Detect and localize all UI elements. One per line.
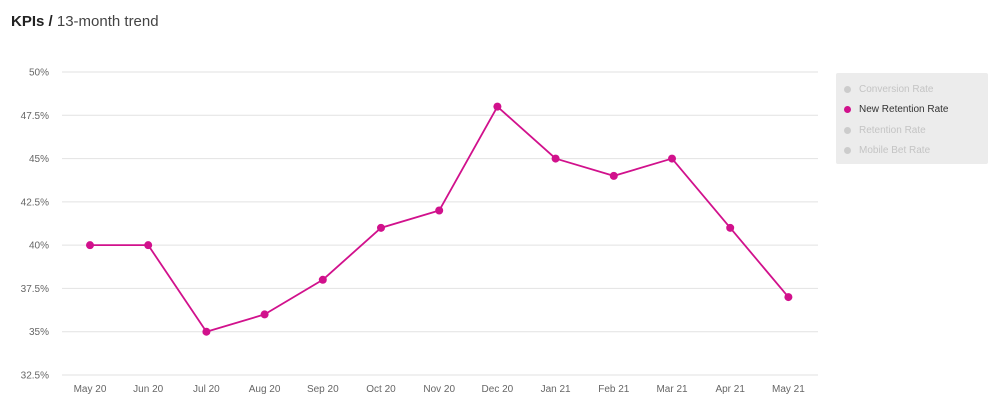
x-tick-label: Jun 20 (133, 384, 163, 395)
data-point (551, 154, 560, 163)
legend-item-new-retention-rate[interactable]: New Retention Rate (836, 100, 988, 121)
data-point (435, 206, 444, 215)
legend-item-conversion-rate[interactable]: Conversion Rate (836, 79, 988, 100)
y-tick-label: 45% (29, 154, 49, 165)
legend-label: Mobile Bet Rate (859, 145, 931, 157)
y-tick-label: 35% (29, 327, 49, 338)
legend-label: New Retention Rate (859, 104, 949, 116)
legend-label: Conversion Rate (859, 83, 934, 95)
x-tick-label: May 20 (74, 384, 107, 395)
y-tick-label: 32.5% (21, 371, 49, 382)
data-point (668, 154, 676, 163)
legend-dot-icon (844, 106, 851, 114)
legend-item-retention-rate[interactable]: Retention Rate (836, 120, 988, 141)
data-point (86, 241, 94, 250)
legend-dot-icon (844, 126, 851, 134)
x-tick-label: May 21 (772, 384, 805, 395)
x-tick-label: Apr 21 (715, 384, 745, 395)
data-point (784, 293, 793, 302)
title-prefix: KPIs / (11, 13, 53, 30)
x-tick-label: Feb 21 (598, 384, 630, 395)
legend-label: Retention Rate (859, 124, 926, 136)
y-tick-label: 47.5% (21, 111, 49, 122)
x-tick-label: Sep 20 (307, 384, 339, 395)
x-tick-label: Jan 21 (541, 384, 571, 395)
x-tick-label: Mar 21 (656, 384, 688, 395)
data-point (493, 102, 502, 111)
x-tick-label: Jul 20 (193, 384, 220, 395)
y-tick-label: 50% (29, 68, 49, 79)
series-line (90, 105, 790, 333)
x-tick-label: Nov 20 (423, 384, 455, 395)
data-point (144, 241, 153, 250)
page-title: KPIs / 13-month trend (11, 13, 159, 30)
chart-legend: Conversion Rate New Retention Rate Reten… (836, 73, 988, 164)
legend-dot-icon (844, 147, 851, 155)
data-point (260, 310, 269, 319)
legend-dot-icon (844, 85, 851, 93)
data-point (609, 171, 618, 180)
x-tick-label: Aug 20 (249, 384, 281, 395)
y-tick-label: 37.5% (21, 284, 49, 295)
data-point (202, 327, 211, 336)
data-point (318, 275, 327, 284)
x-tick-label: Dec 20 (482, 384, 514, 395)
title-subtitle: 13-month trend (56, 13, 159, 30)
data-point (377, 223, 385, 232)
data-point (726, 223, 735, 232)
legend-item-mobile-bet-rate[interactable]: Mobile Bet Rate (836, 141, 988, 162)
x-tick-label: Oct 20 (366, 384, 396, 395)
y-tick-label: 42.5% (21, 197, 49, 208)
y-tick-label: 40% (29, 241, 49, 252)
